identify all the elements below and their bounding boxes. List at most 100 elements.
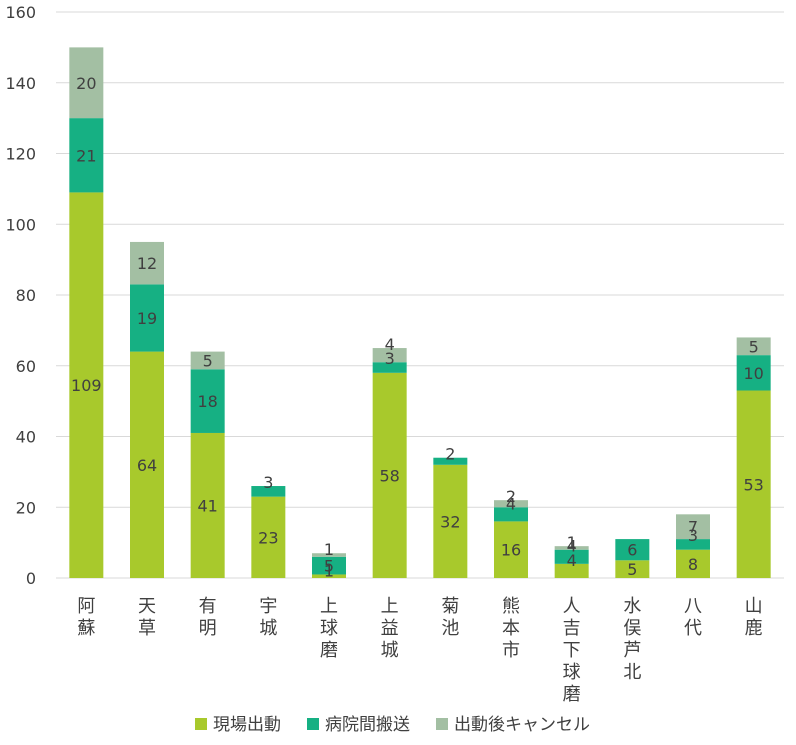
bar-segment-現場出動 <box>130 351 164 578</box>
legend-swatch <box>307 718 319 730</box>
x-category-label: 磨 <box>320 640 338 661</box>
y-tick-label: 40 <box>16 428 36 447</box>
bar-segment-現場出動 <box>736 390 771 578</box>
data-label: 7 <box>688 518 698 537</box>
bar-segment-病院間搬送 <box>676 539 710 550</box>
x-category-label: 下 <box>563 640 581 661</box>
bar-segment-病院間搬送 <box>494 507 528 522</box>
legend-label: 出動後キャンセル <box>454 715 590 735</box>
bar-segment-出動後キャンセル <box>736 337 771 356</box>
data-label: 1 <box>567 533 577 552</box>
x-category-label: 上 <box>381 596 399 617</box>
data-label: 19 <box>137 309 157 328</box>
bar-segment-現場出動 <box>615 560 650 578</box>
x-category-label: 天 <box>138 596 156 617</box>
data-label: 16 <box>501 541 521 560</box>
x-category-label: 明 <box>199 618 217 639</box>
data-label: 21 <box>76 146 96 165</box>
data-label: 4 <box>385 335 395 354</box>
x-category-label: 上 <box>320 596 338 617</box>
x-category-label: 池 <box>441 618 459 639</box>
x-category-label: 蘇 <box>77 618 95 639</box>
bar-segment-病院間搬送 <box>190 369 225 433</box>
bars <box>69 47 771 578</box>
x-category-label: 鹿 <box>745 618 763 639</box>
x-category-label: 球 <box>563 662 581 683</box>
data-label: 12 <box>137 254 157 273</box>
legend-swatch <box>195 718 207 730</box>
bar-segment-現場出動 <box>494 521 528 578</box>
bar-segment-出動後キャンセル <box>676 514 710 540</box>
data-label: 5 <box>324 557 334 576</box>
data-label: 5 <box>627 560 637 579</box>
bar-segment-出動後キャンセル <box>372 348 407 363</box>
bar-segment-現場出動 <box>554 563 589 578</box>
x-category-label: 吉 <box>563 618 581 639</box>
bar-segment-病院間搬送 <box>372 362 407 373</box>
data-label: 8 <box>688 555 698 574</box>
data-label: 6 <box>627 541 637 560</box>
bar-segment-現場出動 <box>69 192 104 578</box>
bar-segment-病院間搬送 <box>433 457 468 465</box>
data-label: 2 <box>445 445 455 464</box>
data-label: 20 <box>76 74 96 93</box>
data-label: 23 <box>258 528 278 547</box>
bar-segment-現場出動 <box>676 549 710 578</box>
y-tick-label: 0 <box>26 569 36 588</box>
y-tick-label: 80 <box>16 286 36 305</box>
bar-segment-現場出動 <box>372 372 407 578</box>
x-category-label: 阿 <box>77 596 95 617</box>
y-axis-ticks: 0 20 40 60 80 100 120 140 160 <box>5 3 36 588</box>
x-category-label: 草 <box>138 618 156 639</box>
x-category-label: 有 <box>199 596 217 617</box>
x-category-label: 人 <box>563 596 581 617</box>
x-category-label: 菊 <box>441 596 459 617</box>
data-labels: 1092120641912411852331515834322164244156… <box>71 74 764 581</box>
data-label: 3 <box>688 526 698 545</box>
y-tick-label: 120 <box>5 145 36 164</box>
data-label: 32 <box>440 512 460 531</box>
x-category-label: 八 <box>684 596 702 617</box>
data-label: 109 <box>71 376 102 395</box>
bar-segment-病院間搬送 <box>251 486 286 497</box>
legend-label: 病院間搬送 <box>325 715 410 735</box>
y-tick-label: 140 <box>5 74 36 93</box>
data-label: 5 <box>749 337 759 356</box>
data-label: 41 <box>197 496 217 515</box>
data-label: 3 <box>263 473 273 492</box>
x-category-label: 球 <box>320 618 338 639</box>
data-label: 58 <box>379 466 399 485</box>
bar-segment-病院間搬送 <box>736 355 771 391</box>
x-category-label: 芦 <box>623 640 641 661</box>
data-label: 64 <box>137 456 157 475</box>
bar-segment-出動後キャンセル <box>130 241 164 285</box>
x-category-label: 益 <box>381 618 399 639</box>
legend-label: 現場出動 <box>213 715 281 735</box>
bar-segment-病院間搬送 <box>130 284 164 352</box>
bar-segment-病院間搬送 <box>69 118 104 193</box>
bar-segment-出動後キャンセル <box>494 500 528 508</box>
data-label: 10 <box>743 364 763 383</box>
bar-segment-現場出動 <box>312 574 346 578</box>
x-category-label: 北 <box>623 662 641 683</box>
x-category-label: 俣 <box>623 618 641 639</box>
data-label: 5 <box>203 351 213 370</box>
bar-segment-出動後キャンセル <box>312 553 346 557</box>
bar-segment-病院間搬送 <box>554 549 589 564</box>
y-tick-label: 160 <box>5 3 36 22</box>
legend-swatch <box>436 718 448 730</box>
legend: 現場出動 病院間搬送 出動後キャンセル <box>195 715 590 735</box>
data-label: 4 <box>506 494 516 513</box>
data-label: 2 <box>506 487 516 506</box>
bar-segment-出動後キャンセル <box>554 546 589 550</box>
data-label: 1 <box>324 561 334 580</box>
data-label: 4 <box>567 551 577 570</box>
x-category-label: 山 <box>745 596 763 617</box>
x-category-label: 水 <box>623 596 641 617</box>
data-label: 53 <box>743 475 763 494</box>
data-label: 3 <box>385 349 395 368</box>
x-category-label: 城 <box>259 618 277 639</box>
